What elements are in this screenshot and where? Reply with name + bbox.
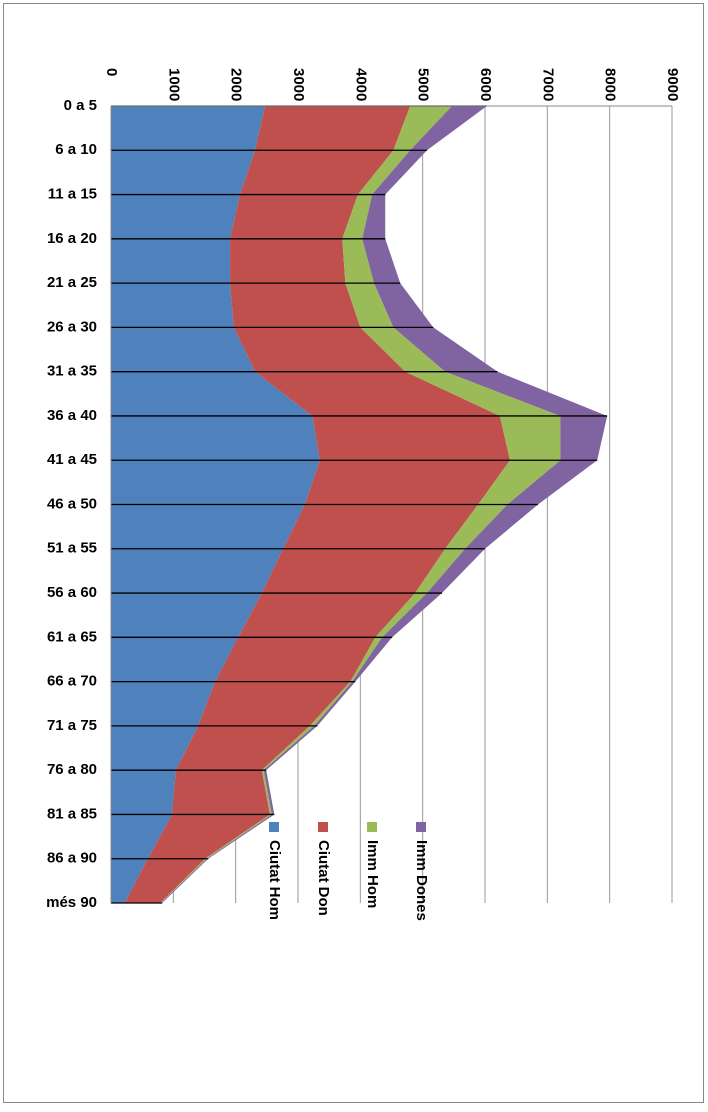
value-tick-label: 4000 xyxy=(352,68,369,101)
category-label: 31 a 35 xyxy=(47,363,97,380)
legend-label: Ciutat Don xyxy=(315,840,332,916)
value-tick-label: 6000 xyxy=(477,68,494,101)
category-label: 76 a 80 xyxy=(47,761,97,778)
category-label: 51 a 55 xyxy=(47,540,97,557)
legend-swatch xyxy=(367,822,377,832)
legend-swatch xyxy=(416,822,426,832)
category-label: 56 a 60 xyxy=(47,584,97,601)
category-label: 46 a 50 xyxy=(47,495,97,512)
category-label: 16 a 20 xyxy=(47,230,97,247)
legend-swatch xyxy=(318,822,328,832)
category-label: 86 a 90 xyxy=(47,850,97,867)
category-label: 71 a 75 xyxy=(47,717,97,734)
legend-swatch xyxy=(269,822,279,832)
value-tick-label: 8000 xyxy=(602,68,619,101)
category-label: 66 a 70 xyxy=(47,673,97,690)
value-tick-label: 2000 xyxy=(228,68,245,101)
legend-label: Imm Dones xyxy=(413,840,430,921)
category-label: 41 a 45 xyxy=(47,451,97,468)
category-label: 6 a 10 xyxy=(55,141,97,158)
category-label: 26 a 30 xyxy=(47,318,97,335)
category-label: 36 a 40 xyxy=(47,407,97,424)
category-label: 21 a 25 xyxy=(47,274,97,291)
legend-label: Ciutat Hom xyxy=(266,840,283,920)
value-tick-label: 1000 xyxy=(165,68,182,101)
category-label: més 90 xyxy=(46,894,97,911)
value-tick-label: 0 xyxy=(103,68,120,76)
value-tick-label: 9000 xyxy=(664,68,681,101)
value-tick-label: 7000 xyxy=(539,68,556,101)
category-label: 81 a 85 xyxy=(47,805,97,822)
category-label: 0 a 5 xyxy=(64,97,97,114)
value-tick-label: 3000 xyxy=(290,68,307,101)
legend-label: Imm Hom xyxy=(364,840,381,908)
value-tick-label: 5000 xyxy=(415,68,432,101)
category-label: 61 a 65 xyxy=(47,628,97,645)
category-label: 11 a 15 xyxy=(48,186,97,203)
